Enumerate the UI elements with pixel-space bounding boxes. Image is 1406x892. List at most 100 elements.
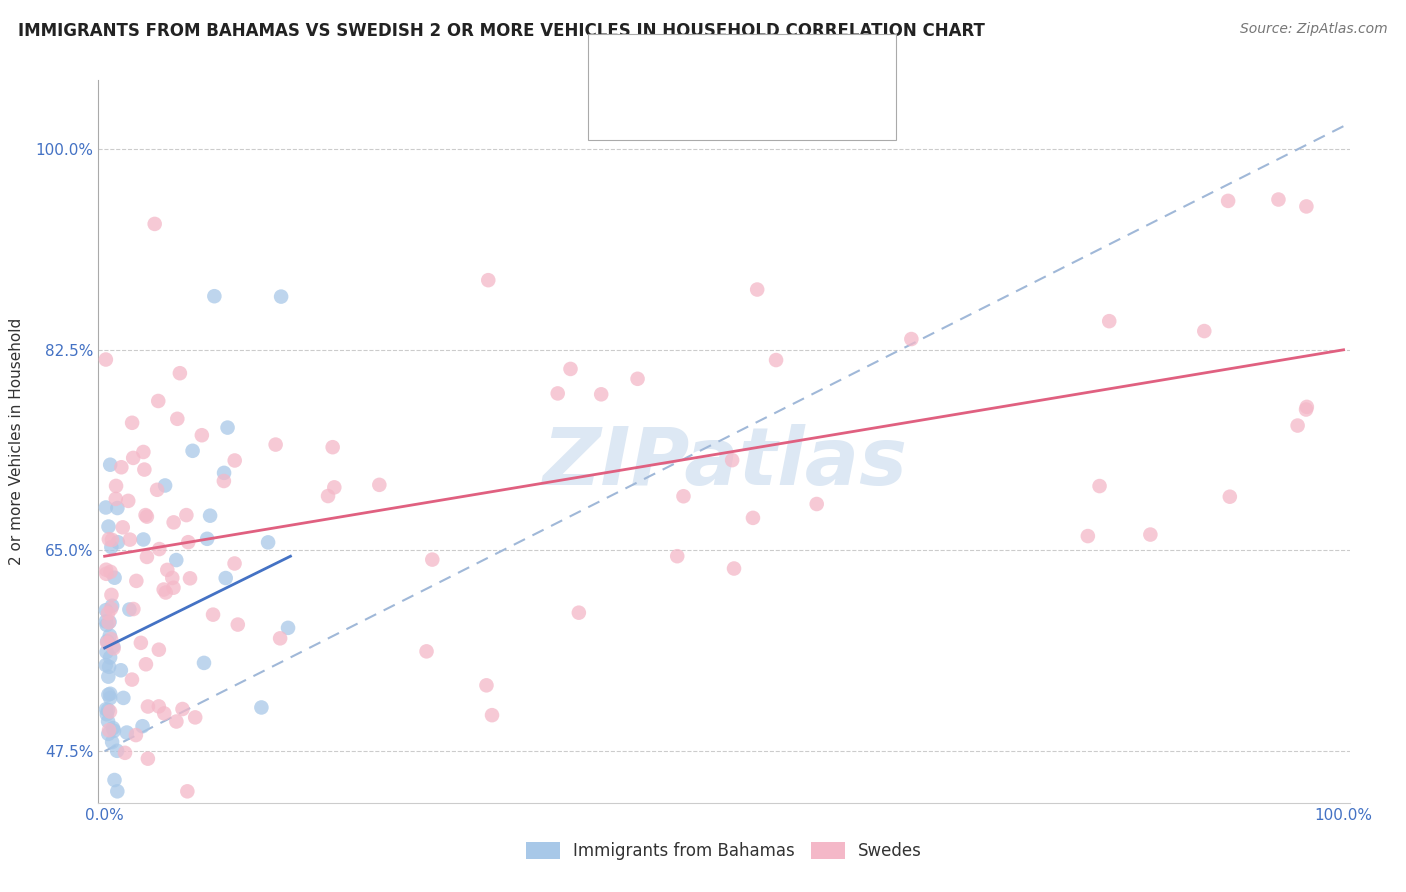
Point: [118, 602, 141, 616]
Point: [100, 565, 122, 579]
Point: [277, 621, 299, 635]
Point: [666, 549, 689, 564]
Point: [591, 387, 613, 401]
Point: [226, 617, 249, 632]
Point: [131, 719, 153, 733]
Point: [1098, 314, 1121, 328]
Point: [191, 428, 214, 442]
Point: [136, 699, 159, 714]
Point: [323, 480, 346, 494]
Point: [1216, 194, 1239, 208]
Point: [107, 535, 129, 549]
Point: [481, 708, 503, 723]
Point: [264, 437, 287, 451]
Point: [135, 657, 157, 672]
Point: [97, 714, 120, 729]
Point: [97, 519, 120, 533]
Point: [162, 581, 184, 595]
Point: [1295, 199, 1317, 213]
Point: [626, 372, 648, 386]
Text: N =: N =: [724, 105, 776, 123]
Point: [98, 705, 121, 719]
Point: [184, 710, 207, 724]
Point: [97, 532, 120, 546]
Point: [121, 673, 143, 687]
Text: N =: N =: [724, 57, 776, 75]
Point: [415, 644, 437, 658]
Point: [114, 746, 136, 760]
Point: [105, 479, 128, 493]
Point: [181, 443, 204, 458]
Point: [101, 735, 124, 749]
Point: [101, 533, 124, 547]
Point: [202, 289, 225, 303]
Point: [177, 535, 200, 549]
Text: ■: ■: [599, 99, 617, 119]
Point: [105, 784, 128, 798]
Point: [97, 607, 120, 621]
Text: IMMIGRANTS FROM BAHAMAS VS SWEDISH 2 OR MORE VEHICLES IN HOUSEHOLD CORRELATION C: IMMIGRANTS FROM BAHAMAS VS SWEDISH 2 OR …: [18, 22, 986, 40]
Point: [94, 500, 117, 515]
Point: [98, 687, 121, 701]
Point: [115, 725, 138, 739]
Point: [269, 632, 291, 646]
Point: [270, 290, 292, 304]
Point: [94, 702, 117, 716]
Text: ZIPatlas: ZIPatlas: [541, 425, 907, 502]
Point: [179, 571, 201, 585]
Point: [1194, 324, 1216, 338]
Point: [368, 478, 391, 492]
Point: [96, 618, 118, 632]
Point: [1139, 527, 1161, 541]
Point: [98, 660, 121, 674]
Text: 0.105: 0.105: [668, 57, 724, 75]
Point: [316, 489, 339, 503]
Point: [98, 615, 121, 629]
Point: [165, 553, 187, 567]
Point: [103, 641, 125, 656]
Point: [163, 516, 186, 530]
Point: [568, 606, 591, 620]
Point: [97, 670, 120, 684]
Point: [165, 714, 187, 729]
Point: [143, 217, 166, 231]
Point: [96, 566, 118, 581]
Point: [1219, 490, 1241, 504]
Text: R =: R =: [624, 57, 664, 75]
Text: ■: ■: [599, 51, 617, 70]
Point: [1286, 418, 1309, 433]
Point: [198, 508, 221, 523]
Point: [176, 508, 198, 522]
Point: [215, 571, 238, 585]
Point: [172, 702, 194, 716]
Point: [111, 520, 134, 534]
Point: [477, 273, 499, 287]
Point: [152, 582, 174, 597]
Point: [101, 721, 124, 735]
Point: [98, 628, 121, 642]
Point: [105, 744, 128, 758]
Point: [420, 552, 443, 566]
Point: [100, 540, 122, 554]
Point: [94, 352, 117, 367]
Point: [100, 632, 122, 646]
Point: [100, 588, 122, 602]
Point: [475, 678, 498, 692]
Point: [169, 366, 191, 380]
Point: [103, 571, 125, 585]
Point: [162, 571, 184, 585]
Point: [103, 772, 125, 787]
Point: [1267, 193, 1289, 207]
Point: [121, 416, 143, 430]
Point: [193, 656, 215, 670]
Point: [547, 386, 569, 401]
Point: [132, 533, 155, 547]
Point: [806, 497, 828, 511]
Point: [97, 727, 120, 741]
Point: [125, 574, 148, 588]
Text: Source: ZipAtlas.com: Source: ZipAtlas.com: [1240, 22, 1388, 37]
Point: [166, 412, 188, 426]
Point: [765, 353, 787, 368]
Text: 54: 54: [787, 57, 813, 75]
Point: [134, 462, 156, 476]
